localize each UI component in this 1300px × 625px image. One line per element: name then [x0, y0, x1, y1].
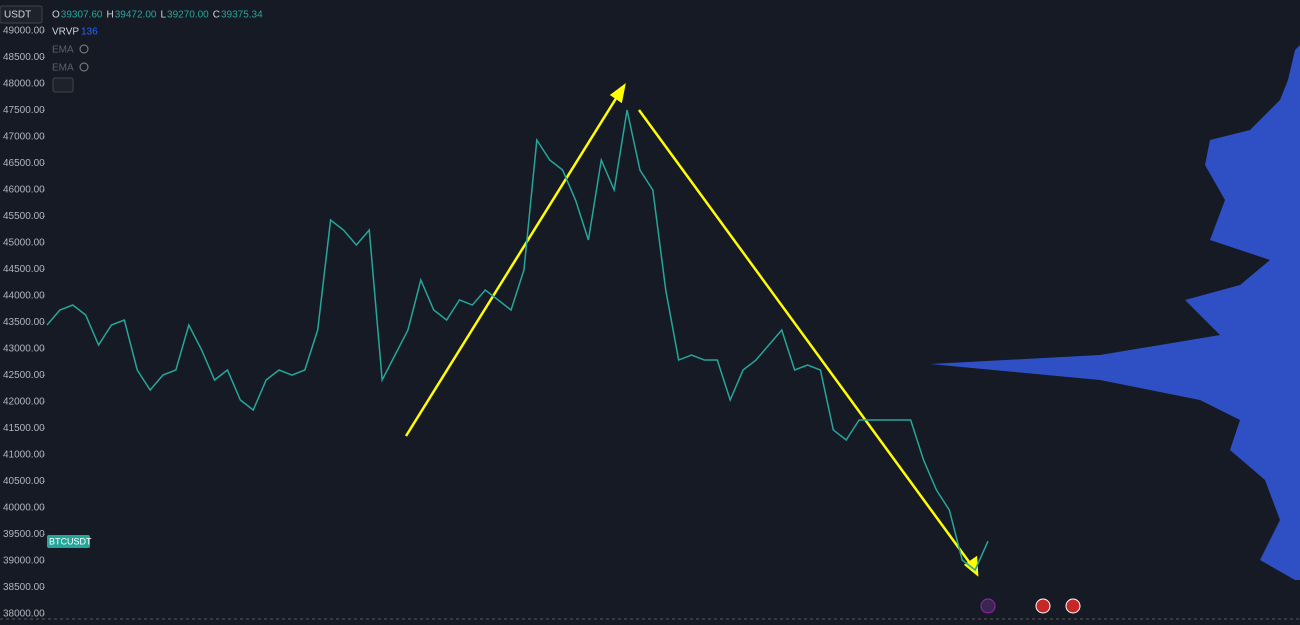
y-tick-label: 40000.00 — [3, 503, 45, 514]
indicator-name: EMA — [52, 63, 74, 74]
y-tick-label: 42500.00 — [3, 370, 45, 381]
y-tick-label: 49000.00 — [3, 26, 45, 37]
y-tick-label: 48000.00 — [3, 79, 45, 90]
symbol[interactable]: USDT — [4, 10, 31, 21]
symbol-box[interactable] — [0, 5, 43, 24]
arrow-up — [404, 91, 622, 437]
arrow-down — [637, 109, 974, 567]
ohlc-label: C — [213, 10, 220, 21]
ohlc-legend: O 39307.60 H 39472.00 L 39270.00 C 39375.34 — [52, 10, 263, 21]
y-tick-label: 44500.00 — [3, 264, 45, 275]
ohlc-label: O — [52, 10, 60, 21]
hide-icon[interactable] — [79, 44, 89, 54]
indicator-value: 136 — [81, 27, 98, 38]
hide-icon[interactable] — [79, 62, 89, 72]
ohlc-value: 39270.00 — [167, 10, 209, 21]
y-tick-label: 47000.00 — [3, 132, 45, 143]
ohlc-value: 39375.34 — [221, 10, 263, 21]
y-tick-label: 41500.00 — [3, 423, 45, 434]
y-tick-label: 38500.00 — [3, 582, 45, 593]
volume-profile — [930, 45, 1300, 580]
y-tick-label: 39000.00 — [3, 556, 45, 567]
y-tick-label: 42000.00 — [3, 397, 45, 408]
y-tick-label: 43500.00 — [3, 317, 45, 328]
y-tick-label: 39500.00 — [3, 529, 45, 540]
price-line — [46, 109, 989, 572]
ohlc-label: H — [107, 10, 114, 21]
ohlc-value: 39472.00 — [115, 10, 157, 21]
y-tick-label: 48500.00 — [3, 52, 45, 63]
ohlc-value: 39307.60 — [61, 10, 103, 21]
event-icon[interactable] — [1035, 598, 1051, 614]
series-label-box — [47, 535, 90, 548]
annotation-arrows — [404, 83, 979, 577]
y-tick-label: 45000.00 — [3, 238, 45, 249]
y-tick-label: 47500.00 — [3, 105, 45, 116]
y-tick-label: 41000.00 — [3, 450, 45, 461]
y-tick-label: 45500.00 — [3, 211, 45, 222]
y-tick-label: 46000.00 — [3, 185, 45, 196]
y-tick-label: 44000.00 — [3, 291, 45, 302]
y-tick-label: 38000.00 — [3, 609, 45, 620]
collapse-button[interactable] — [52, 77, 74, 93]
indicator-name: VRVP — [52, 27, 79, 38]
y-tick-label: 46500.00 — [3, 158, 45, 169]
series-label: BTCUSDT — [49, 536, 92, 546]
event-icon[interactable] — [1065, 598, 1081, 614]
y-tick-label: 43000.00 — [3, 344, 45, 355]
event-icon[interactable] — [980, 598, 996, 614]
ohlc-label: L — [160, 10, 166, 21]
y-tick-label: 40500.00 — [3, 476, 45, 487]
indicator-name: EMA — [52, 45, 74, 56]
arrow-head — [609, 83, 626, 104]
